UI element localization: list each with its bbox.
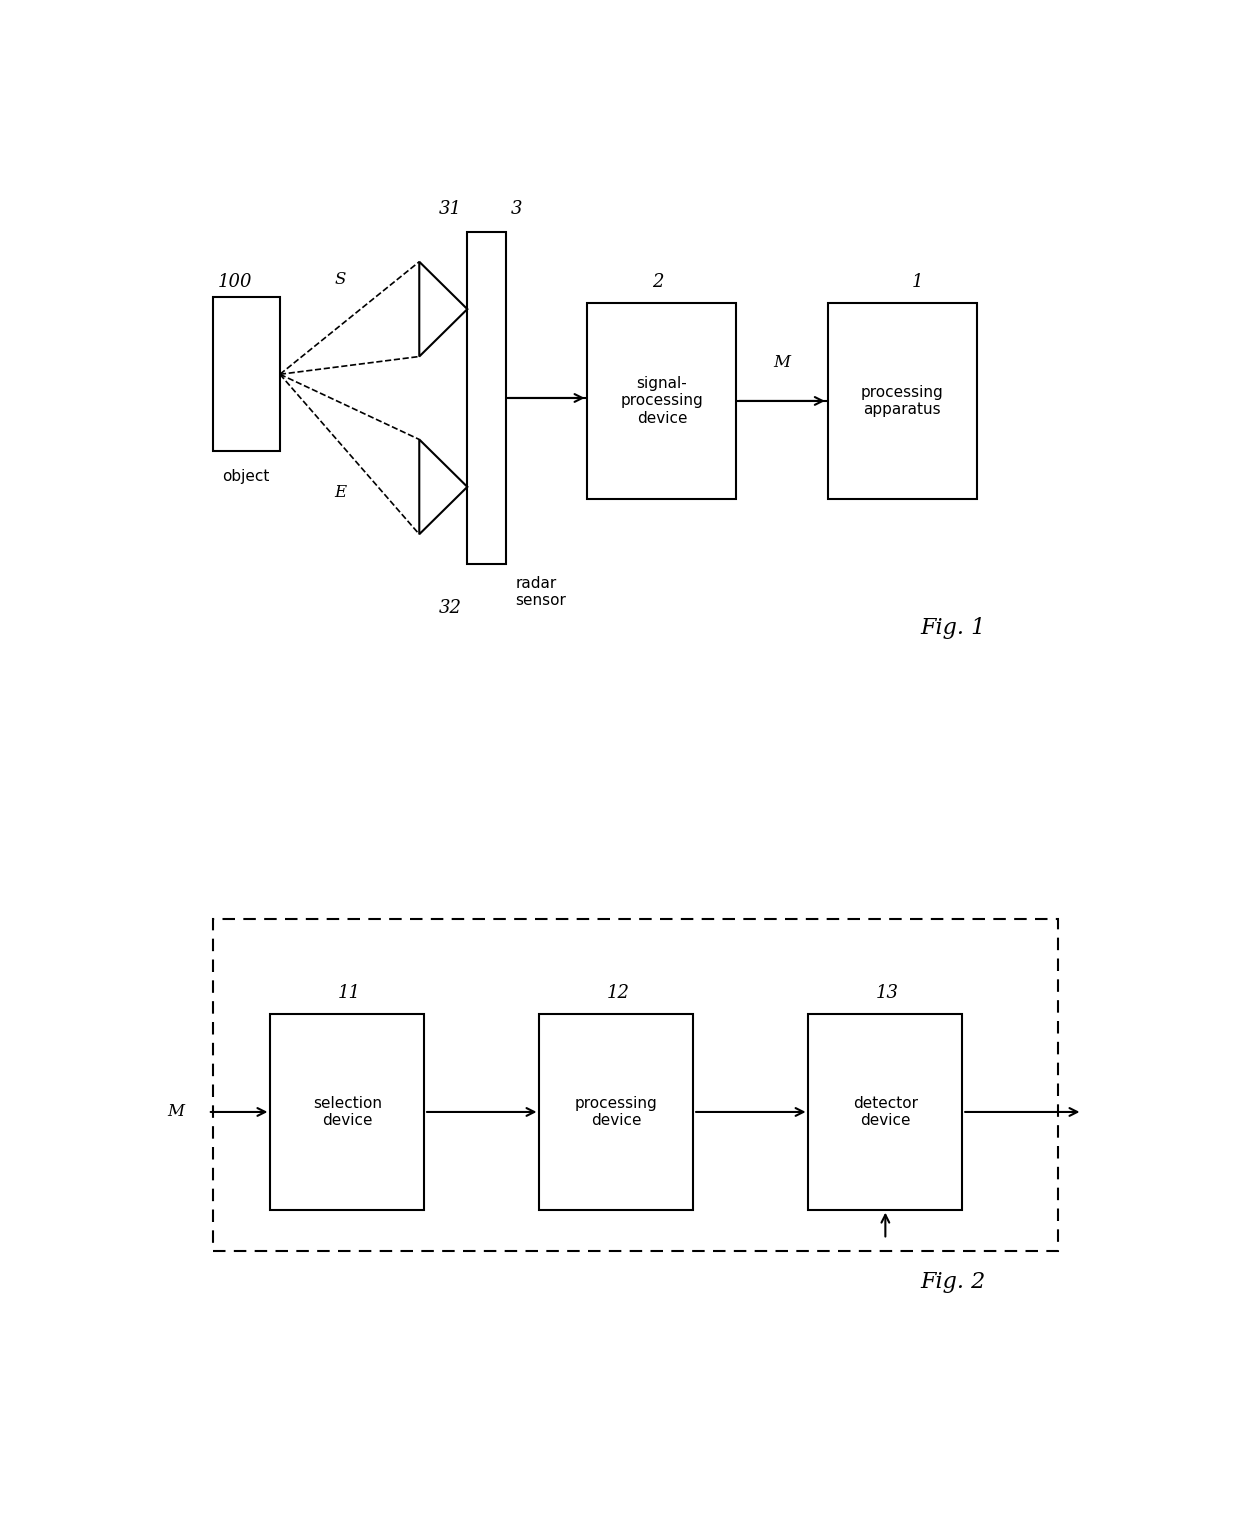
- Text: 32: 32: [439, 599, 461, 617]
- Text: 12: 12: [606, 985, 630, 1002]
- Text: 3: 3: [511, 200, 522, 219]
- Bar: [213, 919, 1058, 1251]
- Text: S: S: [335, 271, 346, 288]
- Text: signal-
processing
device: signal- processing device: [620, 376, 703, 426]
- Text: Fig. 2: Fig. 2: [920, 1271, 986, 1293]
- Bar: [808, 1014, 962, 1210]
- Text: 100: 100: [217, 274, 252, 291]
- Bar: [539, 1014, 693, 1210]
- Text: processing
device: processing device: [575, 1096, 657, 1128]
- Text: E: E: [334, 483, 346, 500]
- Text: radar
sensor: radar sensor: [516, 576, 567, 608]
- Text: processing
apparatus: processing apparatus: [861, 385, 944, 417]
- Text: M: M: [167, 1103, 184, 1120]
- Text: 1: 1: [911, 274, 924, 291]
- Text: M: M: [774, 354, 791, 371]
- Text: 13: 13: [875, 985, 899, 1002]
- Text: 31: 31: [439, 200, 461, 219]
- Bar: [588, 303, 737, 499]
- Text: object: object: [223, 469, 270, 485]
- Text: 2: 2: [652, 274, 663, 291]
- Bar: [828, 303, 977, 499]
- Text: selection
device: selection device: [312, 1096, 382, 1128]
- Text: detector
device: detector device: [853, 1096, 918, 1128]
- Bar: [270, 1014, 424, 1210]
- Text: 11: 11: [337, 985, 361, 1002]
- Bar: [213, 297, 280, 451]
- Bar: [467, 232, 506, 563]
- Text: Fig. 1: Fig. 1: [920, 617, 986, 639]
